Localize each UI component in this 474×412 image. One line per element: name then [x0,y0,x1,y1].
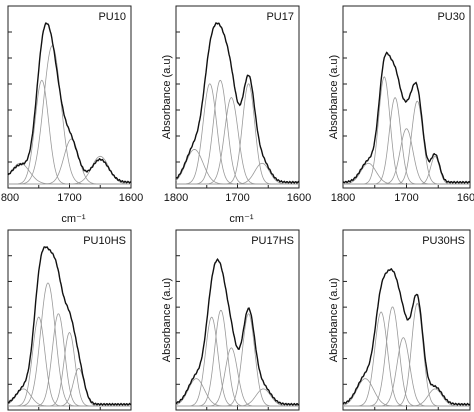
panel-pu10: PU10 800 1700 1600 cm⁻¹ [1,5,143,225]
panel-label: PU17HS [251,235,294,247]
measured-spectrum-line [342,51,471,184]
x-tick-label: 1700 [394,192,418,204]
x-tick-label: 160 [457,192,474,204]
x-axis-label: cm⁻¹ [61,213,85,225]
x-tick-label: 1600 [287,192,311,204]
x-tick-label: 1600 [119,192,143,204]
x-tick-label: 1700 [57,192,81,204]
panel-label: PU10 [98,11,126,23]
measured-spectrum-line [7,22,132,184]
fitted-band-3 [8,313,131,407]
fitted-band-6 [342,162,470,185]
panel-pu17hs: PU17HS Absorbance (a.u) [161,229,300,411]
fitted-band-6 [7,388,131,407]
fitted-band-5 [342,378,470,407]
fitted-band-2 [176,79,299,185]
fitted-band-1 [343,311,470,407]
x-axis-label: cm⁻¹ [229,213,253,225]
measured-spectrum-line [175,22,300,184]
fitted-band-5 [175,378,299,407]
fitted-band-4 [343,100,470,185]
panel-pu17: PU17 Absorbance (a.u) 1800 1700 1600 cm⁻¹ [161,5,311,225]
fitted-band-3 [343,128,470,185]
measured-spectrum-line [7,246,132,406]
panel-pu30: PU30 Absorbance (a.u) 1800 1700 160 [328,5,474,204]
fitted-band-5 [7,162,131,185]
fitted-band-3 [343,337,470,407]
measured-spectrum-line [175,258,300,406]
panel-label: PU30HS [422,235,465,247]
fitted-band-6 [176,388,299,407]
fitted-band-4 [176,313,299,407]
fitted-band-2 [176,309,299,407]
fitted-band-2 [8,45,131,185]
y-axis-label: Absorbance (a.u) [161,278,173,362]
plot-frame [7,229,132,411]
plot-frame [342,229,471,411]
plot-frame [175,229,300,411]
x-tick-label: 1800 [164,192,188,204]
y-axis-label: Absorbance (a.u) [161,55,173,139]
fitted-band-1 [8,316,131,407]
measured-spectrum-line [342,267,471,406]
x-tick-label: 1800 [331,192,355,204]
plot-frame [342,5,471,189]
fitted-band-6 [176,162,299,185]
y-axis-label: Absorbance (a.u) [328,278,340,362]
panel-pu10hs: PU10HS [7,229,132,411]
x-tick-label: 800 [1,192,19,204]
panel-label: PU17 [266,11,294,23]
panel-pu30hs: PU30HS Absorbance (a.u) [328,229,471,411]
x-tick-label: 1700 [225,192,249,204]
fitted-band-6 [343,388,470,407]
y-axis-label: Absorbance (a.u) [328,55,340,139]
fitted-band-1 [176,316,299,407]
panel-label: PU30 [437,11,465,23]
plot-frame [175,5,300,189]
fitted-band-5 [175,149,299,185]
fitted-band-2 [343,306,470,407]
panel-label: PU10HS [83,235,126,247]
